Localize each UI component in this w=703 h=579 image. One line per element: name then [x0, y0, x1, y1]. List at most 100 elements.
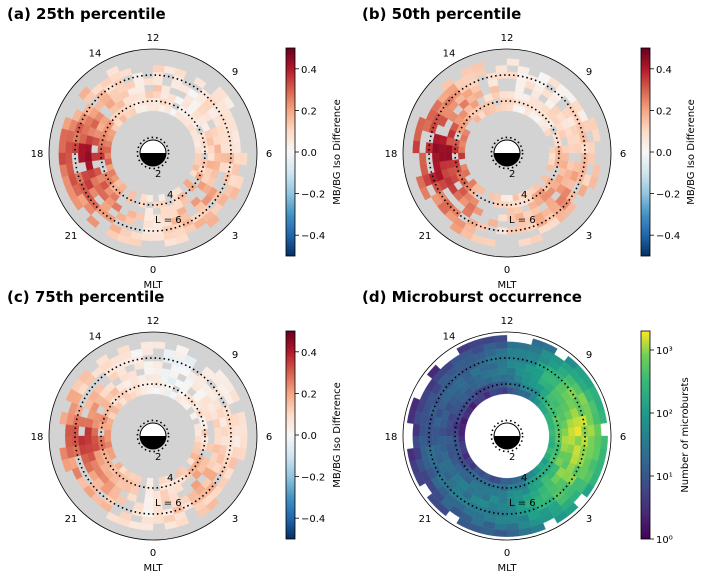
heatmap-cell — [438, 152, 446, 163]
heatmap-cell — [593, 435, 602, 449]
heatmap-cell — [140, 522, 154, 531]
heatmap-cell — [498, 374, 508, 382]
mlt-tick-label: 14 — [89, 49, 102, 60]
heatmap-cell — [419, 435, 427, 448]
mlt-axis-label: MLT — [498, 280, 518, 291]
heatmap-cell — [495, 516, 508, 524]
heatmap-cell — [425, 142, 434, 154]
mlt-tick-label: 9 — [586, 67, 592, 78]
colorbar-b-label: MB/BG Iso Difference — [686, 99, 697, 204]
L-circle-4 — [100, 100, 206, 206]
heatmap-cell — [531, 338, 546, 350]
mlt-tick-label: 14 — [443, 332, 456, 343]
heatmap-cell — [78, 435, 86, 446]
heatmap-cell — [438, 426, 446, 437]
heatmap-cell — [477, 186, 487, 196]
heatmap-cell — [506, 387, 514, 395]
heatmap-cell — [506, 71, 518, 80]
heatmap-cell — [95, 354, 110, 367]
L-circle-6 — [428, 357, 586, 515]
heatmap-cell — [59, 411, 69, 425]
heatmap-cell — [126, 492, 138, 503]
heatmap-cell — [587, 116, 599, 131]
heatmap-cell — [146, 194, 154, 202]
colorbar-tick-label: −0.2 — [301, 190, 325, 201]
mlt-tick-label: 3 — [586, 231, 592, 242]
colorbar-tick-label: −0.4 — [301, 231, 325, 242]
heatmap-cell — [152, 361, 163, 369]
mlt-tick-label: 0 — [150, 548, 156, 559]
heatmap-cell — [143, 367, 154, 375]
colorbar-tick-label: 0.4 — [301, 65, 317, 76]
heatmap-cell — [445, 435, 453, 445]
heatmap-cell — [568, 426, 576, 437]
heatmap-cell — [419, 152, 427, 165]
heatmap-cell — [58, 140, 67, 154]
heatmap-cell — [84, 426, 92, 437]
heatmap-cell — [152, 91, 162, 99]
heatmap-cell — [506, 354, 518, 363]
mlt-axis-label: MLT — [144, 280, 164, 291]
heatmap-cell — [529, 233, 544, 245]
heatmap-cell — [143, 361, 154, 369]
heatmap-cell — [438, 143, 446, 154]
heatmap-cell — [207, 144, 215, 154]
colorbar-tick-label: 0.2 — [301, 106, 317, 117]
radial-label: L = 6 — [155, 215, 182, 226]
mlt-tick-label: 9 — [232, 67, 238, 78]
L-circle-2 — [490, 419, 524, 453]
heatmap-cell — [497, 497, 508, 505]
radial-label: 2 — [509, 169, 515, 180]
radial-label: 4 — [521, 473, 527, 484]
heatmap-cell — [561, 152, 569, 162]
heatmap-cell — [141, 348, 154, 356]
colorbar-d-label: Number of microbursts — [680, 377, 691, 492]
heatmap-cell — [506, 194, 514, 202]
heatmap-cell — [86, 214, 100, 228]
heatmap-cell — [152, 78, 163, 86]
heatmap-cell — [78, 143, 86, 154]
heatmap-cell — [214, 86, 228, 100]
colorbar-tick-label: 10² — [656, 409, 673, 420]
heatmap-cell — [506, 516, 519, 524]
heatmap-cell — [84, 435, 92, 446]
heatmap-cell — [175, 516, 190, 528]
heatmap-cell — [445, 152, 453, 162]
heatmap-cell — [214, 152, 222, 163]
colorbar-a-label: MB/BG Iso Difference — [332, 99, 343, 204]
L-circle-6 — [428, 74, 586, 232]
heatmap-cell — [144, 207, 154, 215]
heatmap-cell — [517, 65, 530, 75]
heatmap-cell — [124, 215, 136, 226]
heatmap-cell — [58, 152, 67, 166]
dial-outline — [48, 331, 258, 541]
heatmap-cell — [128, 237, 142, 247]
heatmap-cell — [412, 435, 421, 449]
heatmap-cell — [458, 146, 466, 154]
heatmap-cell — [84, 152, 92, 163]
heatmap-cell — [531, 522, 546, 534]
colorbar-a-gradient — [285, 47, 296, 257]
heatmap-cell — [495, 65, 508, 73]
heatmap-cell — [193, 76, 207, 89]
radial-label: 4 — [521, 190, 527, 201]
heatmap-cell — [497, 367, 508, 375]
colorbar-c-label: MB/BG Iso Difference — [332, 382, 343, 487]
heatmap-cell — [239, 152, 248, 166]
heatmap-cell — [600, 435, 608, 450]
heatmap-cell — [175, 344, 190, 356]
heatmap-cell — [125, 195, 135, 205]
heatmap-cell — [499, 484, 508, 492]
panel-c-title: (c) 75th percentile — [7, 288, 164, 306]
heatmap-cell — [152, 374, 162, 382]
mlt-tick-label: 6 — [620, 149, 626, 160]
heatmap-cell — [587, 152, 595, 165]
mlt-tick-label: 12 — [501, 316, 514, 327]
heatmap-cell — [458, 152, 466, 160]
heatmap-cell — [65, 141, 73, 154]
colorbar-tick-label: 0.2 — [301, 389, 317, 400]
heatmap-cell — [152, 65, 165, 73]
radial-label: 4 — [167, 473, 173, 484]
L-circle-4 — [100, 383, 206, 489]
panel-a-title: (a) 25th percentile — [7, 5, 166, 23]
